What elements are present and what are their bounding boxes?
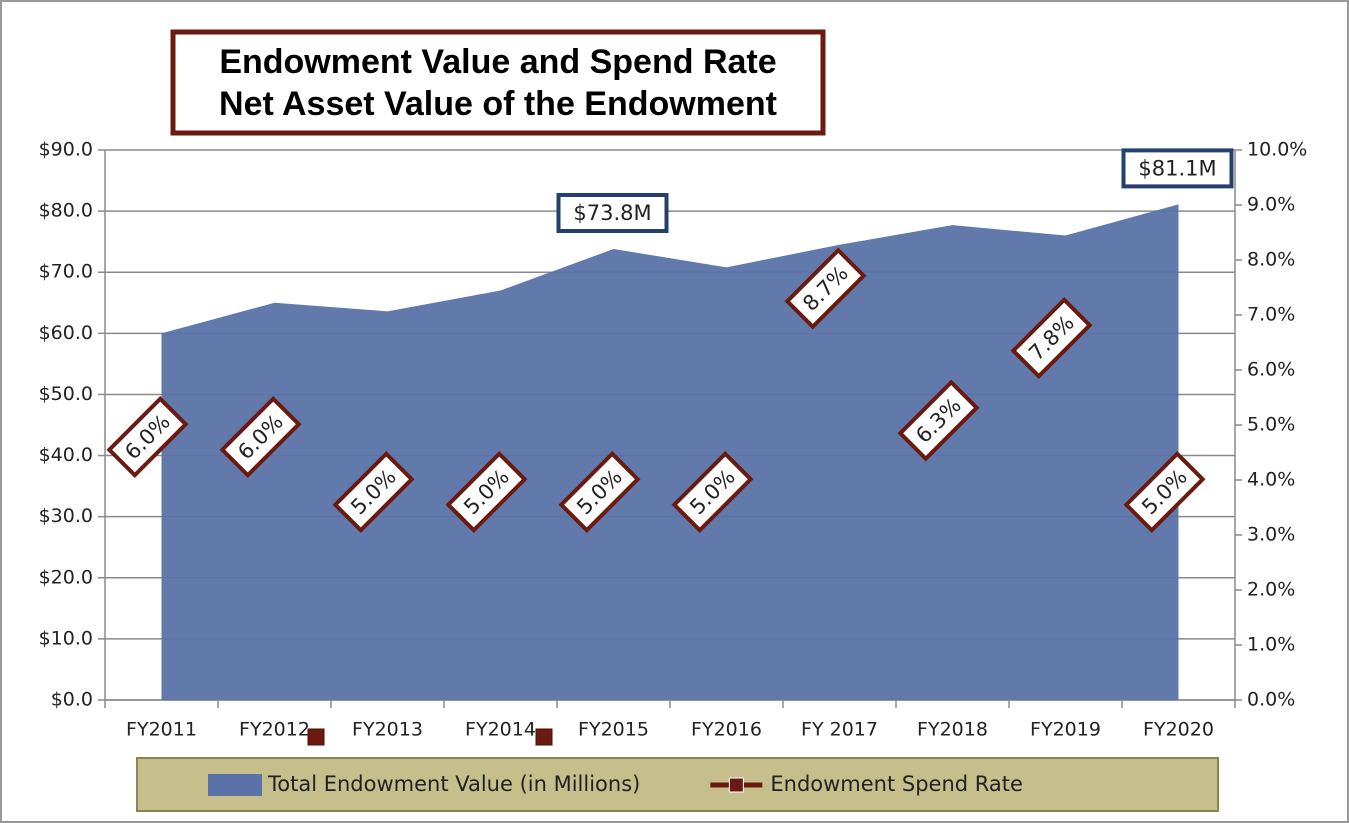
y2-tick-label: 4.0% (1247, 469, 1295, 491)
x-tick-label: FY2012 (239, 719, 310, 741)
x-tick-label: FY2019 (1030, 719, 1101, 741)
annotation-box (556, 193, 669, 233)
y-tick-label: $90.0 (39, 139, 93, 161)
y2-tick-label: 10.0% (1247, 139, 1307, 161)
y2-tick-label: 2.0% (1247, 579, 1295, 601)
legend-artifact (307, 728, 325, 746)
data-label: 8.7% (784, 247, 867, 330)
y-tick-label: $40.0 (39, 444, 93, 466)
chart-title: Endowment Value and Spend Rate (219, 43, 776, 81)
y-tick-label: $80.0 (39, 200, 93, 222)
y2-tick-label: 3.0% (1247, 524, 1295, 546)
data-label-box (1123, 450, 1206, 534)
data-label-box (897, 379, 980, 462)
y2-tick-label: 1.0% (1247, 634, 1295, 656)
title-box (170, 29, 826, 136)
legend-box (136, 757, 1219, 812)
y2-tick-label: 0.0% (1247, 689, 1295, 711)
y2-tick-label: 8.0% (1247, 249, 1295, 271)
data-label-box (106, 395, 189, 479)
data-label-box (219, 395, 302, 479)
data-label-box (784, 247, 867, 330)
y-tick-label: $70.0 (39, 261, 93, 283)
y-tick-label: $0.0 (51, 689, 93, 711)
legend-label: Total Endowment Value (in Millions) (267, 772, 640, 796)
y-tick-label: $50.0 (39, 383, 93, 405)
x-tick-label: FY2015 (578, 719, 649, 741)
data-label-box (445, 450, 528, 534)
legend-swatch (208, 774, 262, 796)
data-label-box (558, 450, 641, 534)
annotation: $73.8M (573, 201, 651, 225)
data-label-box (671, 450, 754, 534)
x-tick-label: FY2013 (352, 719, 423, 741)
y-tick-label: $10.0 (39, 627, 93, 649)
y-tick-label: $20.0 (39, 566, 93, 588)
x-tick-label: FY2011 (126, 719, 197, 741)
data-label-box (332, 450, 415, 534)
annotation-box (1121, 148, 1234, 189)
plot-area (98, 149, 1242, 708)
legend-marker (728, 777, 744, 793)
chart-subtitle: Net Asset Value of the Endowment (219, 85, 777, 123)
x-tick-label: FY2018 (917, 719, 988, 741)
y2-tick-label: 7.0% (1247, 304, 1295, 326)
x-tick-label: FY2014 (465, 719, 536, 741)
y2-tick-label: 6.0% (1247, 359, 1295, 381)
annotation: $81.1M (1138, 156, 1216, 180)
area (161, 204, 1179, 700)
x-tick-label: FY 2017 (801, 719, 878, 741)
y2-tick-label: 5.0% (1247, 414, 1295, 436)
legend-label: Endowment Spend Rate (770, 772, 1023, 796)
data-label-box (1010, 296, 1093, 380)
x-tick-label: FY2016 (691, 719, 762, 741)
y2-tick-label: 9.0% (1247, 194, 1295, 216)
y-tick-label: $30.0 (39, 505, 93, 527)
legend-artifact (535, 728, 553, 746)
y-tick-label: $60.0 (39, 322, 93, 344)
x-tick-label: FY2020 (1143, 719, 1214, 741)
